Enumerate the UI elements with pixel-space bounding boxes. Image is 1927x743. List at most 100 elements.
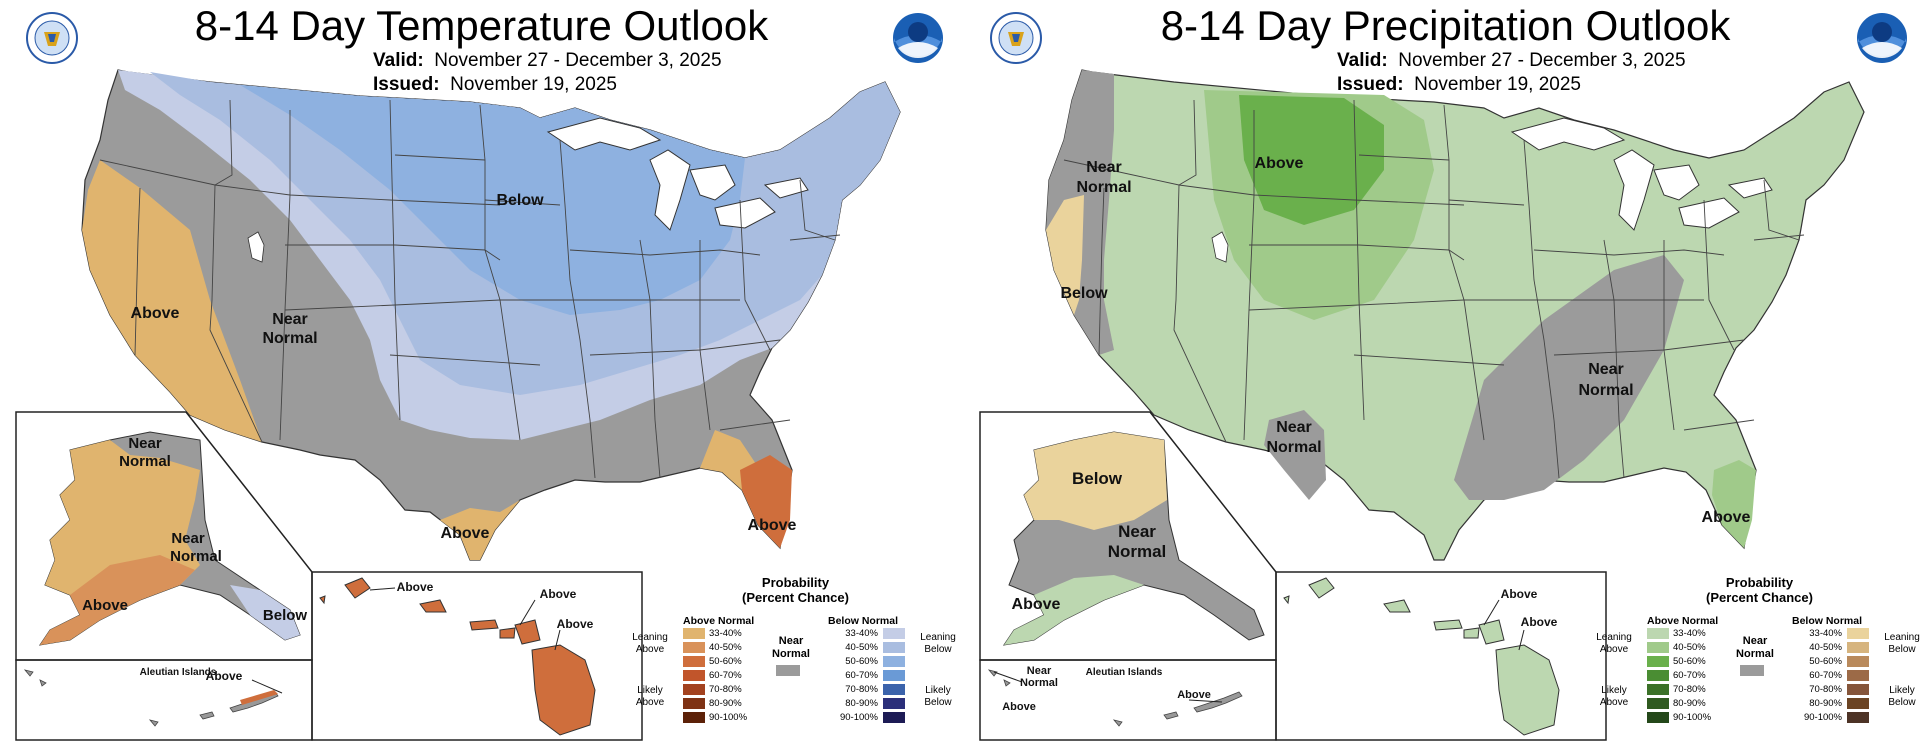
legend-above-bin-label: 33-40% (709, 628, 742, 639)
legend-below-bin-label: 80-90% (845, 698, 878, 709)
legend-above-swatch (683, 670, 705, 681)
legend-near-normal-swatch (1740, 665, 1764, 676)
legend-above-bin-label: 90-100% (709, 712, 748, 723)
great-salt-lake (1211, 231, 1229, 263)
alaska-label-near-normal-1a: Near (128, 435, 162, 452)
aleutian-inset: Aleutian Islands Above (15, 659, 313, 741)
legend-below-bin-label: 80-90% (1809, 698, 1842, 709)
legend-below-bin-label: 40-50% (845, 642, 878, 653)
conus-label-near-normal-sw-2: Normal (1266, 439, 1321, 456)
legend-below-bin-label: 90-100% (839, 712, 878, 723)
aleutian-above-islands (240, 690, 278, 705)
hawaii-pointer-1 (369, 587, 396, 591)
legend-leaning-above: Leaning Above (632, 632, 668, 655)
noaa-logo (1857, 13, 1907, 63)
legend-below-bin-label: 40-50% (1809, 642, 1842, 653)
aleutian-pointer-1 (993, 671, 1023, 683)
legend-below-bin-label: 33-40% (845, 628, 878, 639)
alaska-label-near-normal-a: Near (1118, 522, 1156, 541)
legend-above-swatch (1647, 670, 1669, 681)
legend-above-swatch (683, 698, 705, 709)
legend-leaning-below: Leaning Below (920, 632, 956, 655)
page-title: 8-14 Day Temperature Outlook (194, 2, 769, 49)
conus-label-above-plains: Above (1255, 155, 1304, 172)
temperature-map: Below Above Near Normal Above Above Near… (15, 69, 901, 741)
florida-likely-above-region (740, 455, 792, 548)
hawaii-label-3: Above (557, 617, 594, 631)
great-lakes (1510, 117, 1773, 231)
hawaii-pointer-3 (554, 629, 561, 651)
legend-below-bin-label: 70-80% (845, 684, 878, 695)
hawaii-inset-frame (1275, 571, 1607, 741)
legend-below-bin-label: 60-70% (1809, 670, 1842, 681)
precipitation-legend: Probability (Percent Chance) Above Norma… (1592, 575, 1927, 743)
alaska-label-above: Above (82, 597, 128, 614)
florida-above-region (1712, 460, 1756, 548)
alaska-label-near-normal-b: Normal (1108, 542, 1167, 561)
aleutian-label-above-1: Above (1002, 701, 1036, 713)
legend-above-swatch (1647, 684, 1669, 695)
legend-above-swatch (1647, 712, 1669, 723)
issued-label: Issued: (373, 74, 440, 95)
legend-above-bin-label: 50-60% (1673, 656, 1706, 667)
noaa-logo (893, 13, 943, 63)
legend-above-bin-label: 60-70% (709, 670, 742, 681)
aleutian-pointer (251, 679, 283, 694)
legend-above-bin-label: 80-90% (709, 698, 742, 709)
legend-above-bin-label: 60-70% (1673, 670, 1706, 681)
west-coast-above-region (82, 160, 262, 442)
legend-below-swatch (1847, 712, 1869, 723)
legend-below-bin-label: 50-60% (845, 656, 878, 667)
legend-title: Probability (Percent Chance) (1592, 575, 1927, 605)
conus-label-above-florida: Above (1702, 509, 1751, 526)
legend-above-swatch (1647, 698, 1669, 709)
issued-line: Issued: November 19, 2025 (1337, 74, 1581, 96)
legend-above-swatch (683, 684, 705, 695)
legend-above-header: Above Normal (683, 615, 755, 627)
legend-title-line2: (Percent Chance) (742, 590, 849, 605)
great-salt-lake (247, 231, 265, 263)
aleutian-label-above: Above (206, 669, 243, 683)
legend-above-bin-label: 50-60% (709, 656, 742, 667)
legend-below-swatch (1847, 670, 1869, 681)
legend-below-bin-label: 60-70% (845, 670, 878, 681)
legend-below-swatch (883, 628, 905, 639)
temperature-legend: Probability (Percent Chance) Above Norma… (628, 575, 963, 743)
legend-title-line1: Probability (1725, 575, 1794, 590)
legend-title-line2: (Percent Chance) (1706, 590, 1813, 605)
legend-below-swatch (883, 656, 905, 667)
temperature-outlook-panel: Below Above Near Normal Above Above Near… (0, 0, 963, 743)
issued-line: Issued: November 19, 2025 (373, 74, 617, 96)
legend-above-swatch (1647, 628, 1669, 639)
legend-above-bin-label: 40-50% (1673, 642, 1706, 653)
legend-likely-above: Likely Above (635, 685, 665, 708)
legend-leaning-above: Leaning Above (1596, 632, 1632, 655)
aleutian-chain (987, 669, 1243, 727)
legend-below-bin-label: 33-40% (1809, 628, 1842, 639)
hawaii-label-1: Above (1501, 587, 1538, 601)
legend-above-swatch (683, 712, 705, 723)
alaska-label-below: Below (1072, 469, 1123, 488)
california-below-region (1046, 195, 1084, 315)
alaska-label-above: Above (1012, 596, 1061, 613)
state-boundaries (1063, 99, 1805, 479)
legend-above-bin-label: 33-40% (1673, 628, 1706, 639)
legend-above-header: Above Normal (1647, 615, 1719, 627)
legend-below-swatch (1847, 684, 1869, 695)
legend-near-normal: Near Normal (772, 635, 810, 660)
legend-title-line1: Probability (761, 575, 830, 590)
legend-below-header: Below Normal (1792, 615, 1863, 627)
legend-below-bin-label: 50-60% (1809, 656, 1842, 667)
precipitation-map: Above Near Normal Below Near Normal Near… (979, 69, 1865, 741)
valid-dates: November 27 - December 3, 2025 (434, 50, 722, 71)
legend-above-swatch (1647, 642, 1669, 653)
hawaii-label-2: Above (540, 587, 577, 601)
legend-above-swatch (683, 628, 705, 639)
aleutian-label-near-normal-b: Normal (1020, 677, 1058, 689)
alaska-inset: Below Near Normal Above (979, 411, 1277, 661)
issued-date: November 19, 2025 (1414, 74, 1581, 95)
plains-above-50-region (1239, 95, 1384, 225)
southwest-near-normal-region (1264, 410, 1326, 500)
hawaii-inset: Above Above (1275, 571, 1607, 741)
alaska-above-region (1004, 575, 1144, 645)
